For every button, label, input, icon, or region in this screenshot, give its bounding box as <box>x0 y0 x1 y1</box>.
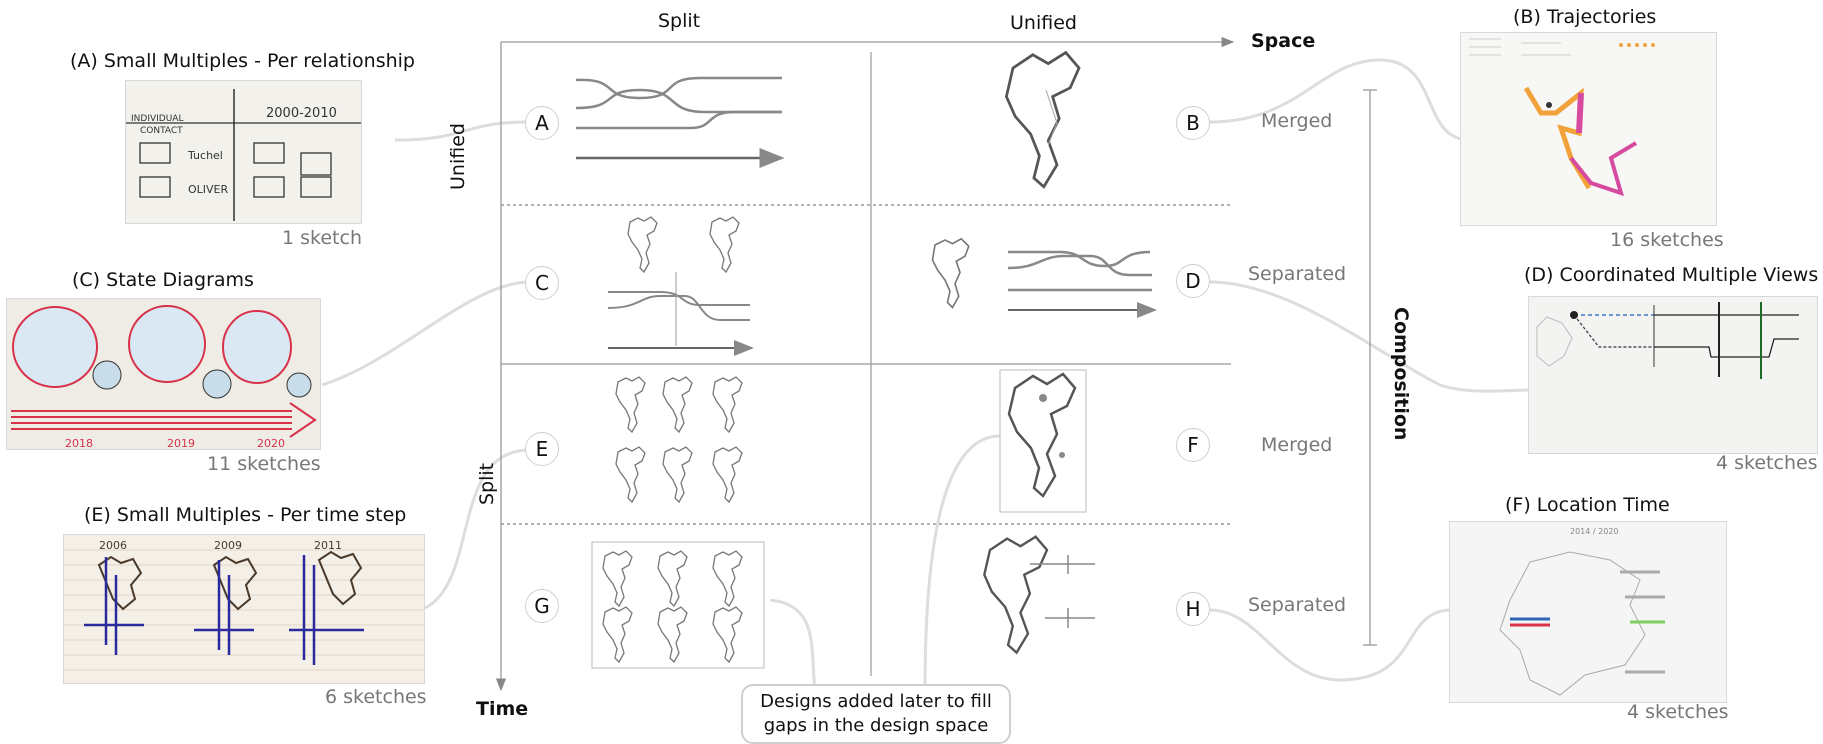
panel-b-count: 16 sketches <box>1610 229 1724 251</box>
panel-a-text-contact: CONTACT <box>140 126 183 136</box>
panel-c-text-y3: 2020 <box>257 437 285 450</box>
cell-letter-f: F <box>1176 428 1210 462</box>
panel-a-count: 1 sketch <box>282 227 362 249</box>
callout-line-2: gaps in the design space <box>763 715 989 736</box>
panel-e-count: 6 sketches <box>325 686 427 708</box>
panel-a-sketch-photo: INDIVIDUAL CONTACT 2000-2010 Tuchel OLIV… <box>125 80 362 224</box>
callout-line-1: Designs added later to fill <box>760 691 992 712</box>
sketch-f-frame <box>999 369 1087 513</box>
composition-label-separated-bottom: Separated <box>1248 594 1347 616</box>
panel-f-text-years: 2014 / 2020 <box>1570 527 1619 536</box>
panel-f-drawing: 2014 / 2020 <box>1499 527 1665 696</box>
panel-e-drawing: 2006 2009 2011 <box>64 539 424 671</box>
space-axis-label: Space <box>1251 30 1316 52</box>
panel-e-text-y3: 2011 <box>314 539 342 552</box>
panel-d-drawing <box>1536 302 1799 379</box>
sketch-g <box>602 550 743 663</box>
sketch-a-flows <box>575 76 782 130</box>
composition-label-separated-top: Separated <box>1248 263 1347 285</box>
sketch-c <box>627 216 658 273</box>
column-header-split: Split <box>658 10 701 32</box>
cell-letter-a: A <box>525 106 559 140</box>
column-header-unified: Unified <box>1010 12 1077 34</box>
composition-label-merged-bottom: Merged <box>1261 434 1333 456</box>
panel-c-drawing: 2018 2019 2020 <box>11 305 317 450</box>
later-designs-callout: Designs added later to fill gaps in the … <box>741 684 1011 744</box>
panel-f-title: (F) Location Time <box>1505 494 1670 516</box>
sketch-d-map <box>931 237 970 309</box>
sketch-e <box>615 376 743 503</box>
panel-d-count: 4 sketches <box>1716 452 1818 474</box>
panel-c-text-y1: 2018 <box>65 437 93 450</box>
connector-c <box>321 280 531 387</box>
panel-b-title: (B) Trajectories <box>1513 6 1657 28</box>
panel-a-text-years: 2000-2010 <box>266 106 337 121</box>
sketch-g-frame <box>591 541 765 669</box>
time-axis-label: Time <box>476 698 529 720</box>
panel-b-sketch-photo <box>1460 32 1717 226</box>
connector-a <box>394 120 531 142</box>
panel-a-drawing: INDIVIDUAL CONTACT 2000-2010 Tuchel OLIV… <box>126 89 361 221</box>
sketch-f-map <box>1007 372 1077 498</box>
sketch-b-map <box>1005 51 1081 189</box>
panel-c-sketch-photo: 2018 2019 2020 <box>6 298 321 450</box>
connector-g-callout <box>769 598 817 691</box>
panel-e-text-y2: 2009 <box>214 539 242 552</box>
panel-e-title: (E) Small Multiples - Per time step <box>84 504 407 526</box>
sketch-h-map <box>983 535 1049 654</box>
cell-letter-c: C <box>525 266 559 300</box>
panel-d-title: (D) Coordinated Multiple Views <box>1524 264 1819 286</box>
cell-letter-b: B <box>1176 106 1210 140</box>
panel-c-text-y2: 2019 <box>167 437 195 450</box>
panel-a-title: (A) Small Multiples - Per relationship <box>70 50 415 72</box>
panel-c-count: 11 sketches <box>207 453 321 475</box>
connector-e <box>424 448 531 610</box>
composition-label-merged-top: Merged <box>1261 110 1333 132</box>
panel-f-count: 4 sketches <box>1627 701 1729 723</box>
connector-h <box>1209 608 1451 682</box>
panel-a-text-row1: Tuchel <box>187 149 223 162</box>
panel-d-sketch-photo <box>1528 296 1818 454</box>
panel-a-text-row2: OLIVER <box>188 183 229 196</box>
panel-e-text-y1: 2006 <box>99 539 127 552</box>
cell-letter-h: H <box>1176 592 1210 626</box>
panel-c-title: (C) State Diagrams <box>72 269 254 291</box>
panel-e-sketch-photo: 2006 2009 2011 <box>63 534 425 684</box>
connector-d <box>1209 280 1531 393</box>
cell-letter-e: E <box>525 432 559 466</box>
panel-a-text-individual: INDIVIDUAL <box>131 114 183 124</box>
connector-b <box>1209 58 1471 142</box>
panel-b-drawing <box>1469 38 1655 197</box>
panel-f-sketch-photo: 2014 / 2020 <box>1449 521 1727 703</box>
cell-letter-d: D <box>1176 264 1210 298</box>
connector-f-callout <box>923 434 1001 691</box>
cell-letter-g: G <box>525 589 559 623</box>
